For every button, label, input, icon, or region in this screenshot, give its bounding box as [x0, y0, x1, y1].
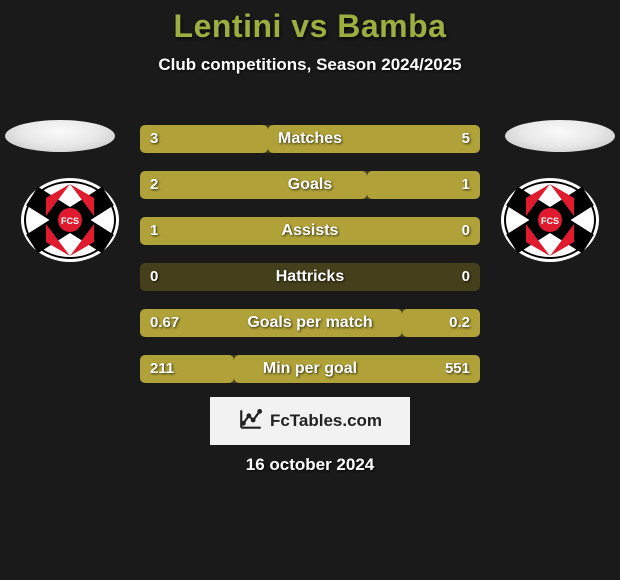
page-title: Lentini vs Bamba [0, 8, 620, 45]
player-b-photo-placeholder [505, 120, 615, 152]
stat-bar-right [268, 125, 481, 153]
stat-bar-right [402, 309, 480, 337]
subtitle: Club competitions, Season 2024/2025 [0, 55, 620, 75]
stat-bar-left [140, 309, 402, 337]
stat-bar-left [140, 355, 234, 383]
stat-row: 211551Min per goal [140, 355, 480, 383]
stat-row: 0.670.2Goals per match [140, 309, 480, 337]
stat-row: 00Hattricks [140, 263, 480, 291]
watermark-text: FcTables.com [270, 411, 382, 431]
player-a-club-logo: FCS [20, 178, 120, 263]
chart-icon [238, 406, 264, 437]
svg-text:FCS: FCS [61, 216, 79, 226]
player-a-name: Lentini [174, 8, 282, 44]
stat-row: 35Matches [140, 125, 480, 153]
stat-bar-right [234, 355, 480, 383]
player-b-name: Bamba [337, 8, 446, 44]
stat-bar-left [140, 171, 367, 199]
stats-container: 35Matches 21Goals 10Assists 00Hattricks 0.67… [140, 125, 480, 401]
date-label: 16 october 2024 [0, 455, 620, 475]
stat-row: 21Goals [140, 171, 480, 199]
stat-bar-track [140, 263, 480, 291]
stat-bar-left [140, 125, 268, 153]
stat-bar-right [367, 171, 480, 199]
player-a-photo-placeholder [5, 120, 115, 152]
player-b-club-logo: FCS [500, 178, 600, 263]
watermark: FcTables.com [210, 397, 410, 445]
stat-row: 10Assists [140, 217, 480, 245]
stat-bar-left [140, 217, 480, 245]
vs-separator: vs [282, 8, 337, 44]
svg-text:FCS: FCS [541, 216, 559, 226]
comparison-card: Lentini vs Bamba Club competitions, Seas… [0, 0, 620, 580]
